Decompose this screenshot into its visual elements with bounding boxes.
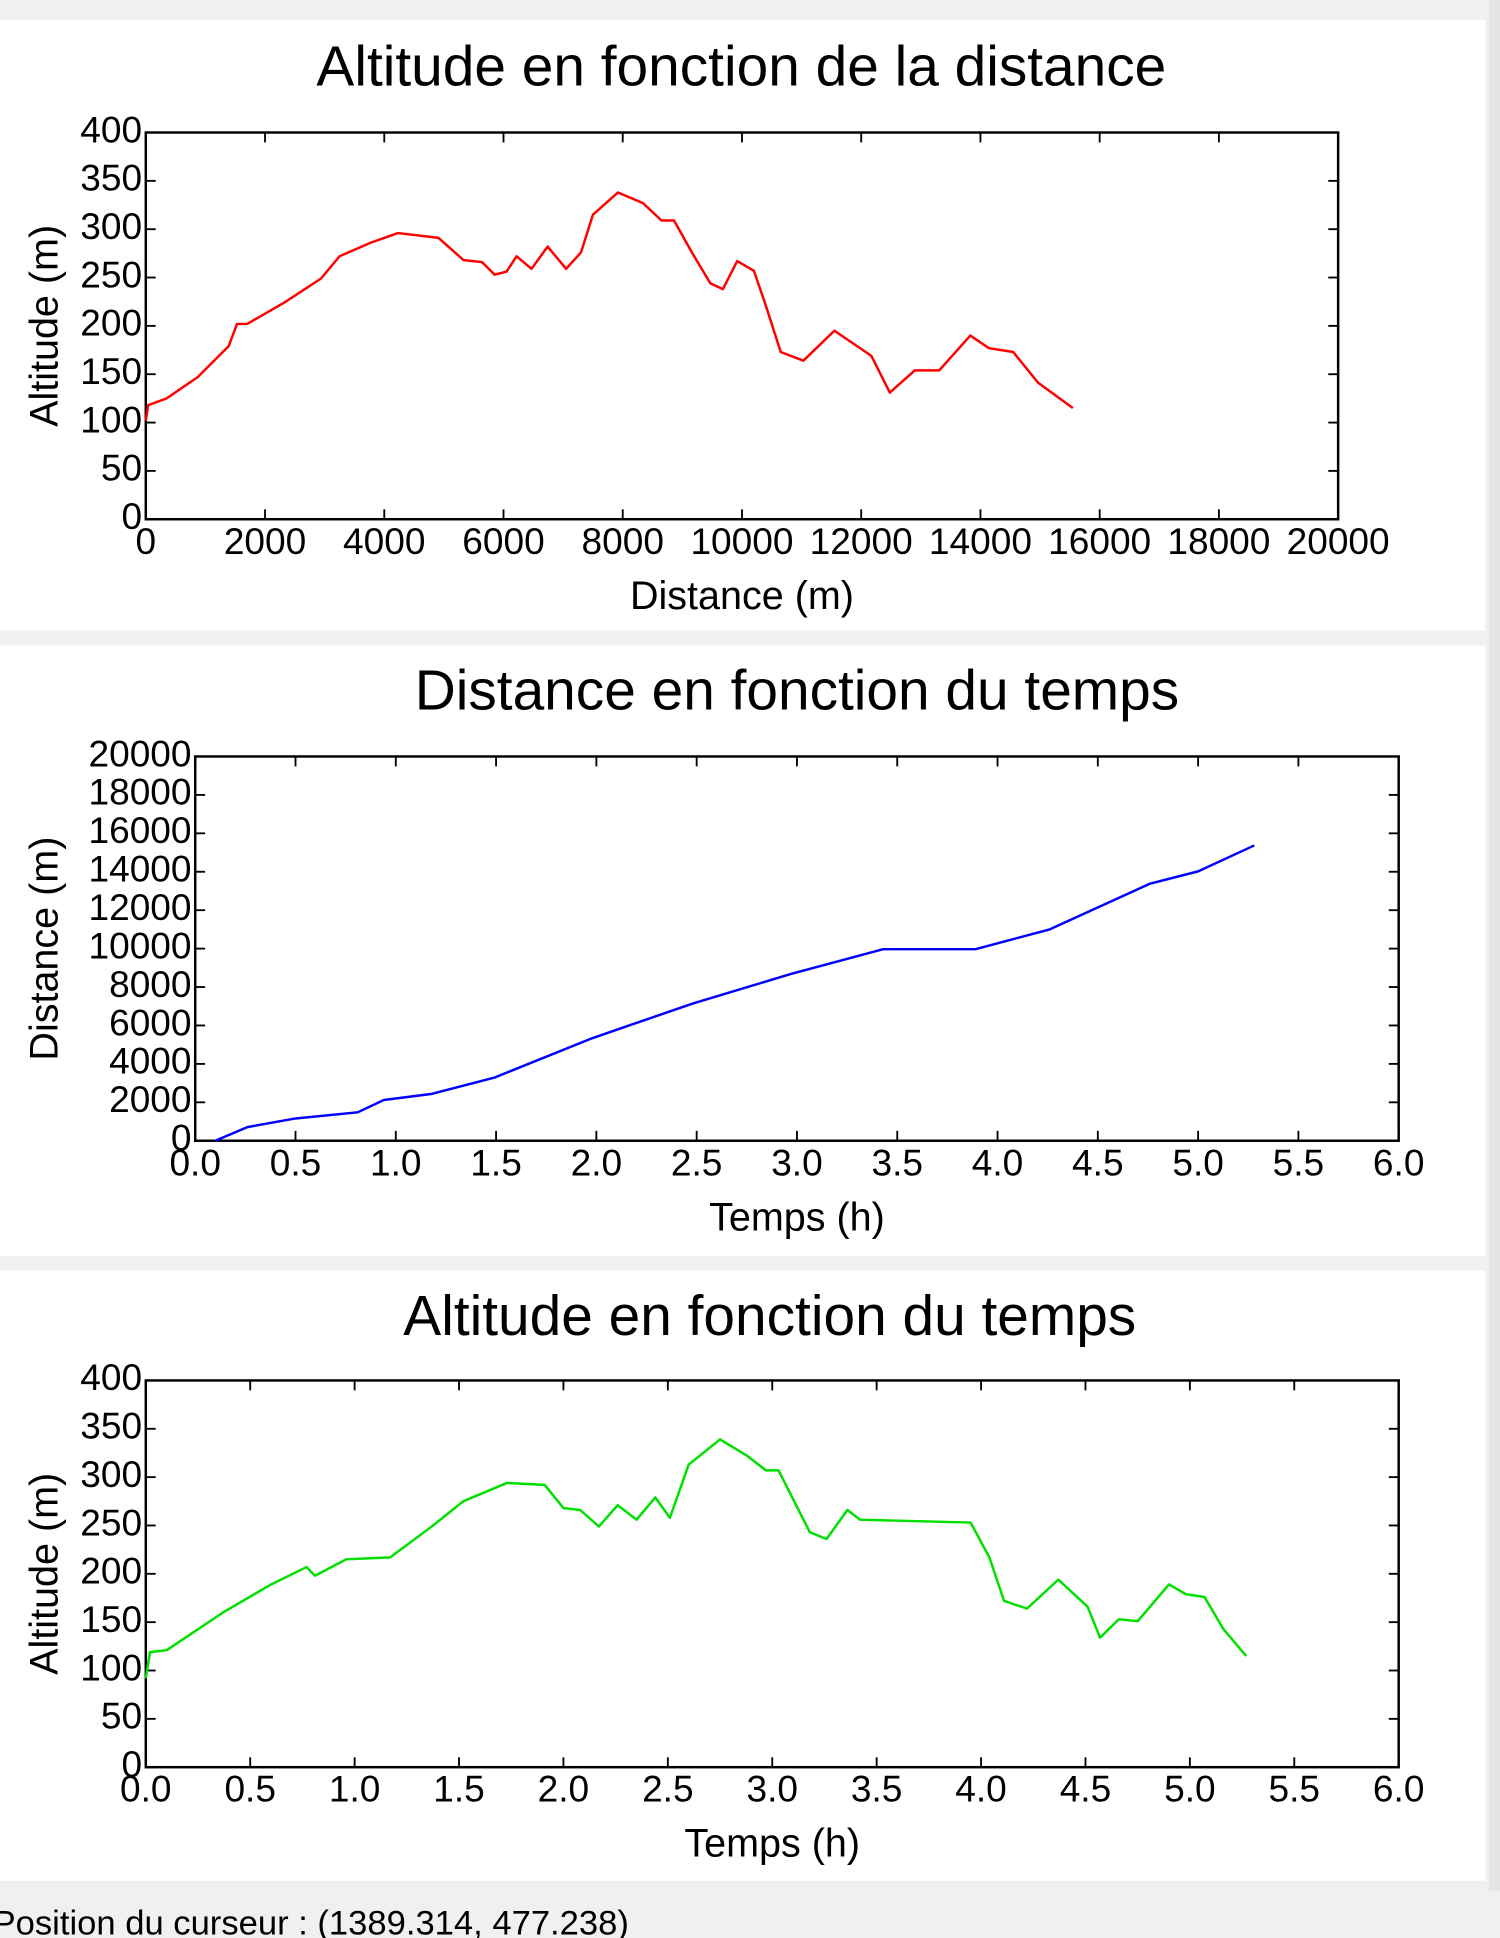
x-tick-label: 2.0 xyxy=(571,1141,623,1183)
x-tick-label: 10000 xyxy=(690,520,793,562)
x-axis-label: Temps (h) xyxy=(684,1822,860,1866)
status-text: Position du curseur : (1389.314, 477.238… xyxy=(0,1904,629,1938)
y-axis-label: Distance (m) xyxy=(22,837,66,1061)
y-tick-label: 0 xyxy=(171,1117,192,1159)
x-tick-label: 6000 xyxy=(462,520,544,562)
x-tick-label: 1.5 xyxy=(433,1768,485,1810)
x-tick-label: 4000 xyxy=(343,520,425,562)
x-tick-label: 0.0 xyxy=(169,1141,221,1183)
x-tick-label: 0.5 xyxy=(270,1141,322,1183)
y-tick-label: 0 xyxy=(121,1743,142,1785)
y-tick-label: 16000 xyxy=(88,809,191,851)
x-tick-label: 3.5 xyxy=(871,1141,923,1183)
x-tick-label: 3.5 xyxy=(851,1768,903,1810)
x-tick-label: 18000 xyxy=(1167,520,1270,562)
plot-area xyxy=(144,131,1340,521)
y-tick-label: 200 xyxy=(80,1550,142,1592)
y-tick-label: 400 xyxy=(80,108,142,150)
x-tick-label: 4.5 xyxy=(1072,1141,1124,1183)
x-tick-label: 2000 xyxy=(224,520,306,562)
y-tick-label: 18000 xyxy=(88,771,191,813)
x-tick-label: 3.0 xyxy=(771,1141,823,1183)
y-tick-label: 300 xyxy=(80,205,142,247)
plot-area xyxy=(144,1379,1400,1769)
y-tick-label: 150 xyxy=(80,1598,142,1640)
x-tick-label: 4.5 xyxy=(1060,1768,1112,1810)
chart-title: Distance en fonction du temps xyxy=(415,660,1179,723)
x-tick-label: 5.0 xyxy=(1164,1768,1216,1810)
x-tick-label: 1.0 xyxy=(370,1141,422,1183)
y-tick-label: 14000 xyxy=(88,848,191,890)
chart-title: Altitude en fonction de la distance xyxy=(316,36,1166,99)
x-tick-label: 5.0 xyxy=(1172,1141,1224,1183)
x-tick-label: 2.5 xyxy=(642,1768,694,1810)
y-tick-label: 50 xyxy=(101,1695,142,1737)
y-tick-label: 20000 xyxy=(88,732,191,774)
y-tick-label: 400 xyxy=(80,1356,142,1398)
x-tick-label: 4.0 xyxy=(972,1141,1024,1183)
x-tick-label: 1.5 xyxy=(470,1141,522,1183)
x-tick-label: 1.0 xyxy=(329,1768,381,1810)
data-line xyxy=(144,1438,1248,1679)
y-tick-label: 150 xyxy=(80,350,142,392)
y-tick-label: 250 xyxy=(80,1501,142,1543)
y-tick-label: 250 xyxy=(80,253,142,295)
x-tick-label: 6.0 xyxy=(1373,1768,1425,1810)
x-axis-label: Distance (m) xyxy=(630,574,854,618)
y-axis-label: Altitude (m) xyxy=(22,1473,66,1675)
y-tick-label: 50 xyxy=(101,447,142,489)
y-tick-label: 12000 xyxy=(88,886,191,928)
chart-title: Altitude en fonction du temps xyxy=(403,1285,1136,1348)
y-tick-label: 8000 xyxy=(109,963,191,1005)
data-line xyxy=(214,844,1255,1142)
x-tick-label: 3.0 xyxy=(746,1768,798,1810)
y-tick-label: 2000 xyxy=(109,1078,191,1120)
y-tick-label: 100 xyxy=(80,1646,142,1688)
x-tick-label: 5.5 xyxy=(1269,1768,1321,1810)
x-tick-label: 8000 xyxy=(582,520,664,562)
y-tick-label: 300 xyxy=(80,1453,142,1495)
y-tick-label: 10000 xyxy=(88,924,191,966)
x-axis-label: Temps (h) xyxy=(709,1195,885,1239)
plot-area xyxy=(193,755,1400,1142)
x-tick-label: 16000 xyxy=(1048,520,1151,562)
data-line xyxy=(144,191,1074,421)
y-tick-label: 100 xyxy=(80,398,142,440)
x-tick-label: 0 xyxy=(135,520,156,562)
y-tick-label: 4000 xyxy=(109,1040,191,1082)
x-tick-label: 2.0 xyxy=(538,1768,590,1810)
x-tick-label: 2.5 xyxy=(671,1141,723,1183)
y-tick-label: 6000 xyxy=(109,1001,191,1043)
x-tick-label: 20000 xyxy=(1287,520,1390,562)
scrollbar[interactable] xyxy=(1488,0,1500,1891)
x-tick-label: 0.5 xyxy=(224,1768,276,1810)
y-tick-label: 200 xyxy=(80,302,142,344)
x-tick-label: 4.0 xyxy=(955,1768,1007,1810)
x-tick-label: 0.0 xyxy=(120,1768,172,1810)
y-tick-label: 350 xyxy=(80,1405,142,1447)
y-tick-label: 0 xyxy=(121,495,142,537)
x-tick-label: 6.0 xyxy=(1373,1141,1425,1183)
x-tick-label: 14000 xyxy=(929,520,1032,562)
y-axis-label: Altitude (m) xyxy=(22,225,66,427)
y-tick-label: 350 xyxy=(80,157,142,199)
x-tick-label: 12000 xyxy=(810,520,913,562)
x-tick-label: 5.5 xyxy=(1273,1141,1325,1183)
